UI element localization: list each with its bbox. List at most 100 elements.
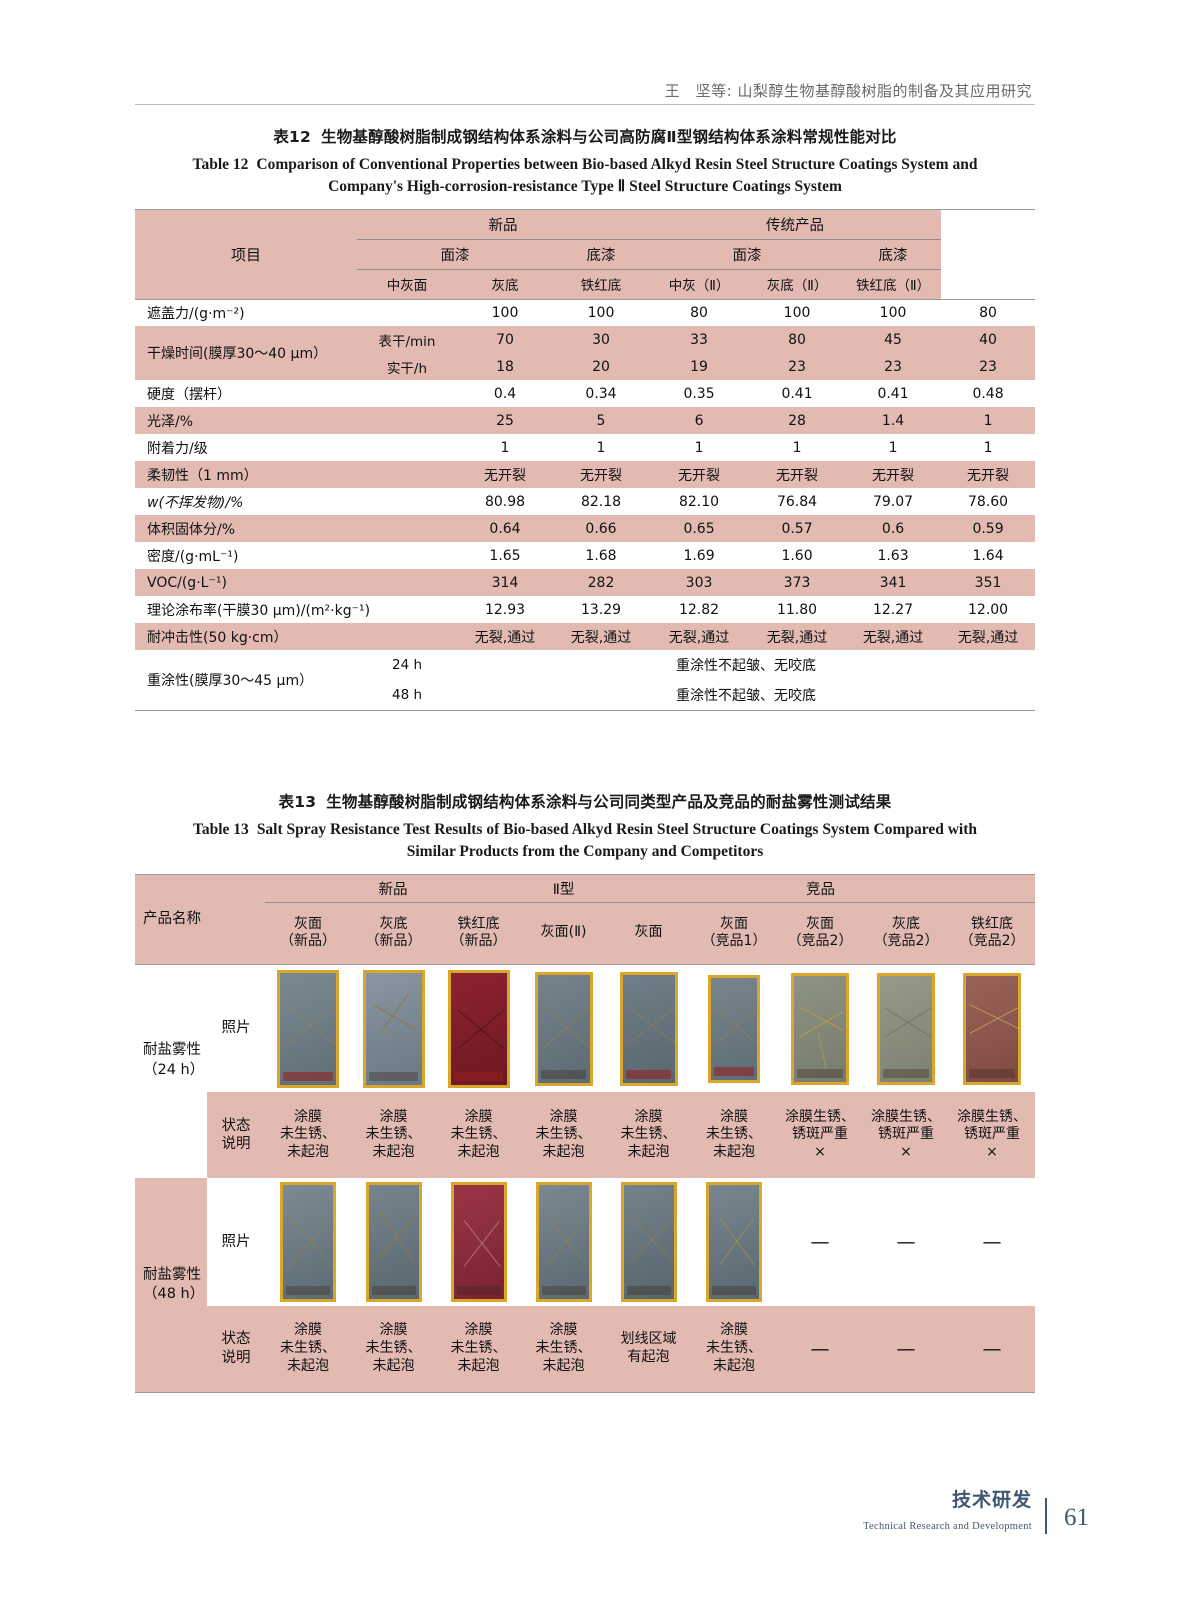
cell: 无开裂 <box>967 467 1010 484</box>
cell: 0.34 <box>585 385 617 402</box>
table12-col-0: 中灰面 <box>386 278 428 295</box>
salt-spray-panel-photo <box>963 972 1022 1085</box>
cell: 80.98 <box>484 493 526 510</box>
table12-caption-cn-text: 生物基醇酸树脂制成钢结构体系涂料与公司高防腐Ⅱ型钢结构体系涂料常规性能对比 <box>321 128 897 146</box>
header-rule <box>135 104 1035 105</box>
cell: 80 <box>788 331 806 348</box>
table12-item-header: 项目 <box>230 245 261 264</box>
cell: 1 <box>694 439 704 456</box>
running-header: 王 坚等: 山梨醇生物基醇酸树脂的制备及其应用研究 <box>664 82 1032 100</box>
table12-caption-en-number: Table 12 <box>192 156 249 173</box>
table-row: 硬度（摆杆） 0.4 0.34 0.35 0.41 0.41 0.48 <box>135 380 1036 408</box>
table13-col-6: 灰面 （竞品2） <box>787 915 853 950</box>
row-label: 柔韧性（1 mm） <box>147 467 258 484</box>
table12-col-5: 铁红底（Ⅱ） <box>855 278 931 295</box>
row-sublabel: 表干/min <box>378 333 436 350</box>
salt-spray-panel-photo <box>362 969 425 1088</box>
cell: 100 <box>879 305 907 322</box>
table-row: 密度/(g·mL⁻¹) 1.65 1.68 1.69 1.60 1.63 1.6… <box>135 542 1036 570</box>
footer-divider <box>1045 1498 1047 1534</box>
cell: 6 <box>694 412 704 429</box>
cell: 无裂,通过 <box>668 629 730 646</box>
cell: 23 <box>979 358 997 375</box>
table-row: 柔韧性（1 mm） 无开裂 无开裂 无开裂 无开裂 无开裂 无开裂 <box>135 461 1036 489</box>
table12: 项目 新品 传统产品 面漆 底漆 面漆 底漆 中灰面 灰底 铁红底 中灰（Ⅱ） … <box>135 209 1036 711</box>
cell: 1.64 <box>972 547 1004 564</box>
status-cell: 涂膜 未生锈、 未起泡 <box>620 1108 677 1161</box>
cell: 1 <box>888 439 898 456</box>
cell: 无裂,通过 <box>862 629 924 646</box>
cell: 无开裂 <box>776 467 819 484</box>
table13-group-competitor: 竞品 <box>606 874 1036 903</box>
photo-cell <box>351 964 436 1092</box>
cell: 0.59 <box>972 520 1004 537</box>
photo-cell <box>436 1178 521 1306</box>
photo-cell <box>265 964 351 1092</box>
table12-caption-cn-number: 表12 <box>273 128 312 146</box>
cell: 0.66 <box>585 520 617 537</box>
table13-caption-en: Table 13 Salt Spray Resistance Test Resul… <box>135 819 1035 864</box>
photo-cell <box>521 964 606 1092</box>
cell: 25 <box>496 412 514 429</box>
status-cell: 涂膜生锈、 锈斑严重 × <box>871 1108 942 1161</box>
table13-header-row-groups: 产品名称 新品 Ⅱ型 竞品 <box>135 874 1036 927</box>
row-label: 理论涂布率(干膜30 μm)/(m²·kg⁻¹) <box>147 602 371 619</box>
table12-group-new: 新品 <box>357 209 650 240</box>
row-label: 遮盖力/(g·m⁻²) <box>147 306 245 323</box>
cell: 100 <box>783 305 811 322</box>
cell: 303 <box>685 574 713 591</box>
salt-spray-panel-photo <box>708 974 761 1083</box>
table-row: 附着力/级 1 1 1 1 1 1 <box>135 434 1036 462</box>
cell: 无开裂 <box>484 467 526 484</box>
cell: 无裂,通过 <box>957 629 1019 646</box>
footer-section-cn: 技术研发 <box>951 1489 1032 1511</box>
cell: 12.93 <box>484 601 526 618</box>
table13-col-7: 灰底 （竞品2） <box>873 915 939 950</box>
cell: 78.60 <box>968 493 1009 510</box>
table-row: 理论涂布率(干膜30 μm)/(m²·kg⁻¹) 12.93 13.29 12.… <box>135 596 1036 624</box>
status-cell: 涂膜生锈、 锈斑严重 × <box>957 1108 1028 1161</box>
table13-caption-cn-text: 生物基醇酸树脂制成钢结构体系涂料与公司同类型产品及竞品的耐盐雾性测试结果 <box>326 793 892 811</box>
cell: 无开裂 <box>678 467 721 484</box>
cell: 无裂,通过 <box>570 629 632 646</box>
table12-col-4: 灰底（Ⅱ） <box>766 278 828 295</box>
cell: 无开裂 <box>872 467 915 484</box>
table12-caption-en-line1: Comparison of Conventional Properties be… <box>256 156 978 173</box>
row-label: VOC/(g·L⁻¹) <box>147 574 227 591</box>
table12-sub-trad-topcoat: 面漆 <box>649 239 846 270</box>
table-row: 重涂性(膜厚30～45 μm） 24 h 重涂性不起皱、无咬底 <box>135 650 1036 689</box>
status-cell: 涂膜 未生锈、 未起泡 <box>365 1108 422 1161</box>
cell: 1.63 <box>877 547 909 564</box>
photo-dash: — <box>863 1178 950 1307</box>
table12-sub-new-primer: 底漆 <box>553 239 650 270</box>
table13-group-new: 新品 <box>265 874 522 903</box>
cell: 1.65 <box>489 547 521 564</box>
salt-spray-panel-photo <box>619 971 678 1086</box>
cell: 0.48 <box>972 385 1004 402</box>
cell: 1.4 <box>881 412 905 429</box>
table12-caption-en-line2: Company's High-corrosion-resistance Type… <box>328 178 842 196</box>
table12-sub-trad-primer: 底漆 <box>845 239 942 270</box>
salt-spray-panel-photo <box>280 1182 336 1303</box>
cell: 1 <box>500 439 510 456</box>
row-label: 重涂性(膜厚30～45 μm） <box>147 673 314 690</box>
cell: 351 <box>974 574 1002 591</box>
table12-col-1: 灰底 <box>491 278 519 295</box>
table-row: 体积固体分/% 0.64 0.66 0.65 0.57 0.6 0.59 <box>135 515 1036 543</box>
table12-caption-en: Table 12 Comparison of Conventional Prope… <box>135 154 1035 199</box>
photo-dash: — <box>777 1178 864 1307</box>
cell: 1.60 <box>781 547 813 564</box>
status-label-24h: 状态 说明 <box>221 1117 251 1153</box>
photo-cell <box>265 1178 351 1306</box>
cell: 11.80 <box>776 601 818 618</box>
status-cell: 涂膜 未生锈、 未起泡 <box>535 1322 592 1375</box>
table13-caption-cn-number: 表13 <box>278 793 317 811</box>
cell: 30 <box>592 331 610 348</box>
cell: 45 <box>884 331 902 348</box>
table13-row-status-48h: 状态 说明 涂膜 未生锈、 未起泡 涂膜 未生锈、 未起泡 涂膜 未生锈、 未起… <box>135 1306 1036 1393</box>
salt-spray-panel-photo <box>791 972 850 1085</box>
footer-section-en: Technical Research and Development <box>863 1521 1032 1532</box>
cell: 重涂性不起皱、无咬底 <box>676 688 817 705</box>
table13-col-8: 铁红底 （竞品2） <box>959 915 1025 950</box>
cell: 1 <box>983 412 993 429</box>
